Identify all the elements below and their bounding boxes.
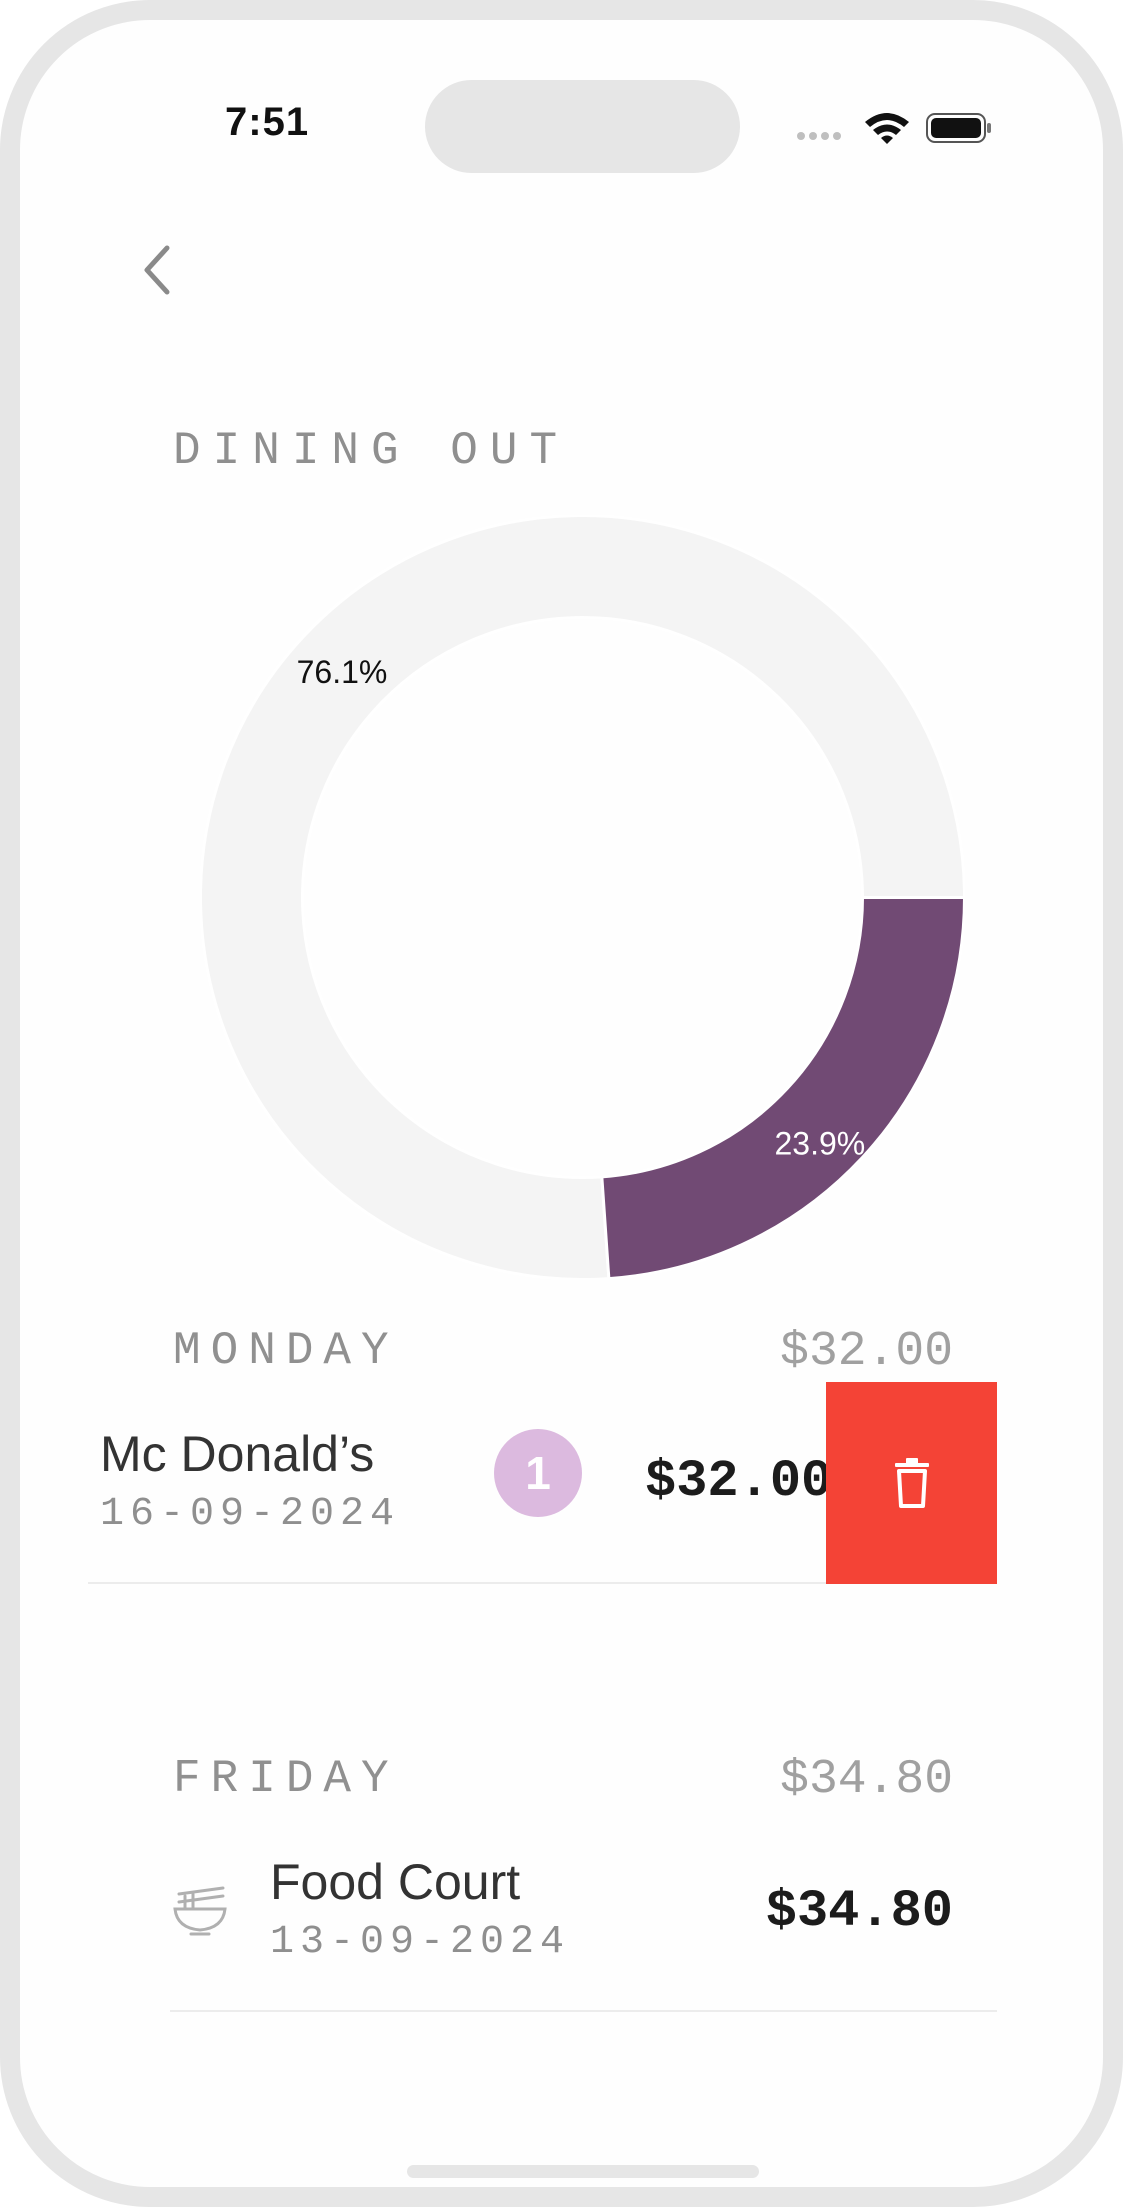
transaction-date: 16-09-2024 <box>100 1492 401 1537</box>
status-time: 7:51 <box>225 100 310 144</box>
battery-icon <box>926 113 991 143</box>
signal-dots-icon <box>797 132 841 140</box>
day-header-friday: FRIDAY <box>173 1753 399 1805</box>
trash-icon <box>895 1458 929 1508</box>
day-header-monday: MONDAY <box>173 1325 399 1377</box>
day-total-friday: $34.80 <box>780 1753 953 1807</box>
status-icons <box>797 113 991 144</box>
category-title: DINING OUT <box>173 425 570 477</box>
divider <box>88 1582 826 1584</box>
merchant-name: Food Court <box>270 1854 521 1910</box>
day-total-monday: $32.00 <box>780 1325 953 1379</box>
transaction-amount: $32.00 <box>645 1452 833 1511</box>
transaction-date: 13-09-2024 <box>270 1920 571 1965</box>
transaction-amount: $34.80 <box>765 1882 953 1941</box>
donut-slice <box>600 896 965 1280</box>
chevron-left-icon <box>144 245 170 295</box>
wifi-icon <box>865 113 909 144</box>
donut-chart: 76.1% 23.9% <box>200 515 965 1280</box>
divider <box>170 2010 997 2012</box>
count-badge: 1 <box>494 1429 582 1517</box>
dynamic-island <box>425 80 740 173</box>
donut-slice-label: 76.1% <box>297 654 388 690</box>
back-button[interactable] <box>135 240 185 300</box>
delete-button[interactable] <box>826 1382 997 1584</box>
merchant-name: Mc Donald’s <box>100 1426 375 1482</box>
donut-slice-label: 23.9% <box>775 1125 866 1161</box>
donut-slice <box>200 515 965 1280</box>
home-indicator[interactable] <box>407 2165 759 2178</box>
noodle-bowl-icon <box>173 1886 227 1936</box>
